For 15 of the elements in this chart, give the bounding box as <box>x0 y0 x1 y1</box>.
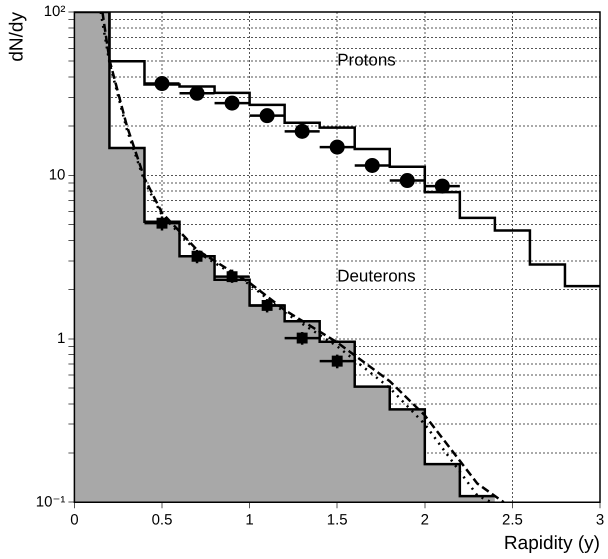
annotation: Deuterons <box>337 266 416 286</box>
y-tick-label: 10 <box>48 166 66 184</box>
x-tick-label: 1 <box>245 511 254 528</box>
x-tick-label: 2 <box>420 511 429 528</box>
y-tick-label: 10² <box>44 3 66 20</box>
y-tick-label: 10⁻¹ <box>36 493 66 510</box>
annotation: Protons <box>337 50 396 70</box>
x-tick-label: 2.5 <box>502 511 523 528</box>
x-tick-label: 3 <box>596 511 604 528</box>
x-axis-title: Rapidity (y) <box>504 532 600 554</box>
y-tick-label: 1 <box>57 330 66 347</box>
x-tick-label: 1.5 <box>326 511 348 528</box>
y-axis-title: dN/dy <box>6 12 28 62</box>
x-tick-label: 0.5 <box>152 511 172 528</box>
x-tick-label: 0 <box>70 511 79 528</box>
